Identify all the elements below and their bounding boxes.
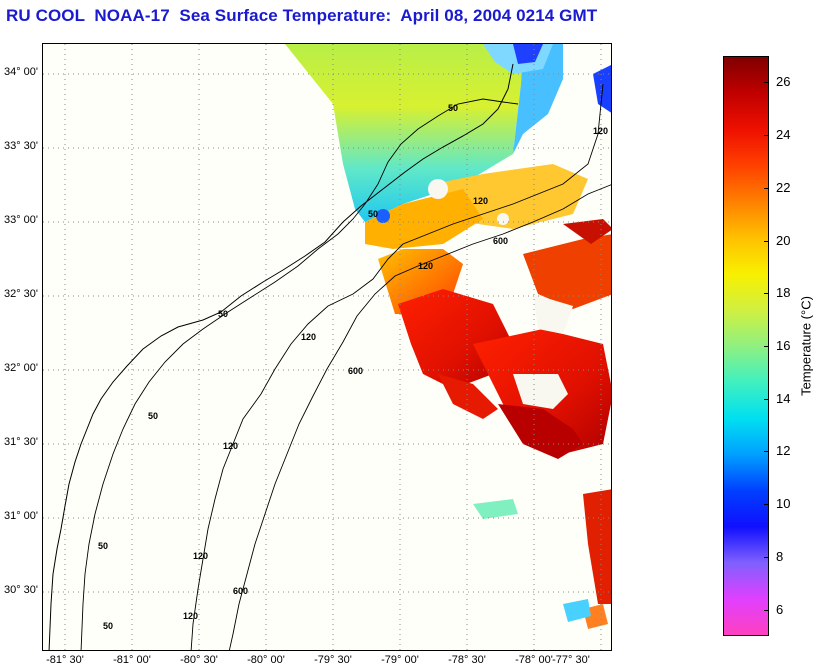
colorbar-tick-mark [764, 241, 769, 242]
colorbar-tick-label: 22 [776, 180, 791, 195]
sst-swath [285, 44, 611, 629]
lon-label: -80° 00' [247, 654, 285, 666]
contour-label: 600 [348, 366, 363, 376]
contour-label: 50 [98, 541, 108, 551]
contour-label: 50 [218, 309, 228, 319]
temperature-colorbar [723, 56, 769, 636]
map-title: RU COOL NOAA-17 Sea Surface Temperature:… [6, 6, 598, 25]
contour-label: 120 [301, 332, 316, 342]
map-canvas: 50 50 50 50 50 50 120 120 120 120 120 12… [43, 44, 611, 650]
contour-label: 120 [418, 261, 433, 271]
coastline [48, 63, 514, 650]
contour-label: 120 [593, 126, 608, 136]
colorbar-tick-mark [764, 399, 769, 400]
colorbar-tick-mark [764, 557, 769, 558]
lat-lon-grid [43, 44, 611, 650]
contour-label: 120 [473, 196, 488, 206]
colorbar-tick-label: 12 [776, 443, 791, 458]
lon-label: -77° 30' [552, 654, 590, 666]
colorbar-tick-label: 10 [776, 496, 791, 511]
lon-label: -81° 00' [113, 654, 151, 666]
lat-label: 32° 00' [3, 362, 38, 374]
colorbar-tick-label: 14 [776, 391, 791, 406]
colorbar-tick-label: 6 [776, 602, 784, 617]
lat-label: 31° 00' [3, 510, 38, 522]
colorbar-tick-label: 24 [776, 127, 791, 142]
colorbar-tick-label: 8 [776, 549, 784, 564]
isobath-120 [190, 83, 604, 650]
lat-label: 33° 30' [3, 140, 38, 152]
colorbar-tick-label: 20 [776, 233, 791, 248]
lon-label: -78° 00' [515, 654, 553, 666]
colorbar-tick-mark [764, 610, 769, 611]
lon-label: -81° 30' [46, 654, 84, 666]
colorbar-tick-mark [764, 504, 769, 505]
contour-label: 120 [193, 551, 208, 561]
contour-labels: 50 50 50 50 50 50 120 120 120 120 120 12… [98, 103, 608, 631]
lon-label: -79° 30' [314, 654, 352, 666]
colorbar-tick-label: 26 [776, 74, 791, 89]
contour-label: 120 [223, 441, 238, 451]
lat-label: 32° 30' [3, 288, 38, 300]
contour-label: 600 [493, 236, 508, 246]
colorbar-label: Temperature (°C) [798, 296, 814, 396]
colorbar-tick-mark [764, 346, 769, 347]
colorbar-tick-label: 18 [776, 285, 791, 300]
isobath-600 [228, 184, 611, 650]
colorbar-tick-mark [764, 135, 769, 136]
colorbar-tick-label: 16 [776, 338, 791, 353]
sst-map: 50 50 50 50 50 50 120 120 120 120 120 12… [42, 43, 612, 651]
contour-label: 600 [233, 586, 248, 596]
lon-label: -79° 00' [381, 654, 419, 666]
contour-label: 50 [148, 411, 158, 421]
lat-label: 33° 00' [3, 214, 38, 226]
lat-label: 31° 30' [3, 436, 38, 448]
lon-label: -80° 30' [180, 654, 218, 666]
lat-label: 34° 00' [3, 66, 38, 78]
isobath-50 [80, 98, 519, 650]
colorbar-tick-mark [764, 293, 769, 294]
colorbar-tick-mark [764, 82, 769, 83]
colorbar-tick-mark [764, 188, 769, 189]
colorbar-tick-mark [764, 451, 769, 452]
contour-label: 50 [103, 621, 113, 631]
contour-label: 50 [448, 103, 458, 113]
contour-label: 50 [368, 209, 378, 219]
lat-label: 30° 30' [3, 584, 38, 596]
contour-label: 120 [183, 611, 198, 621]
lon-label: -78° 30' [448, 654, 486, 666]
